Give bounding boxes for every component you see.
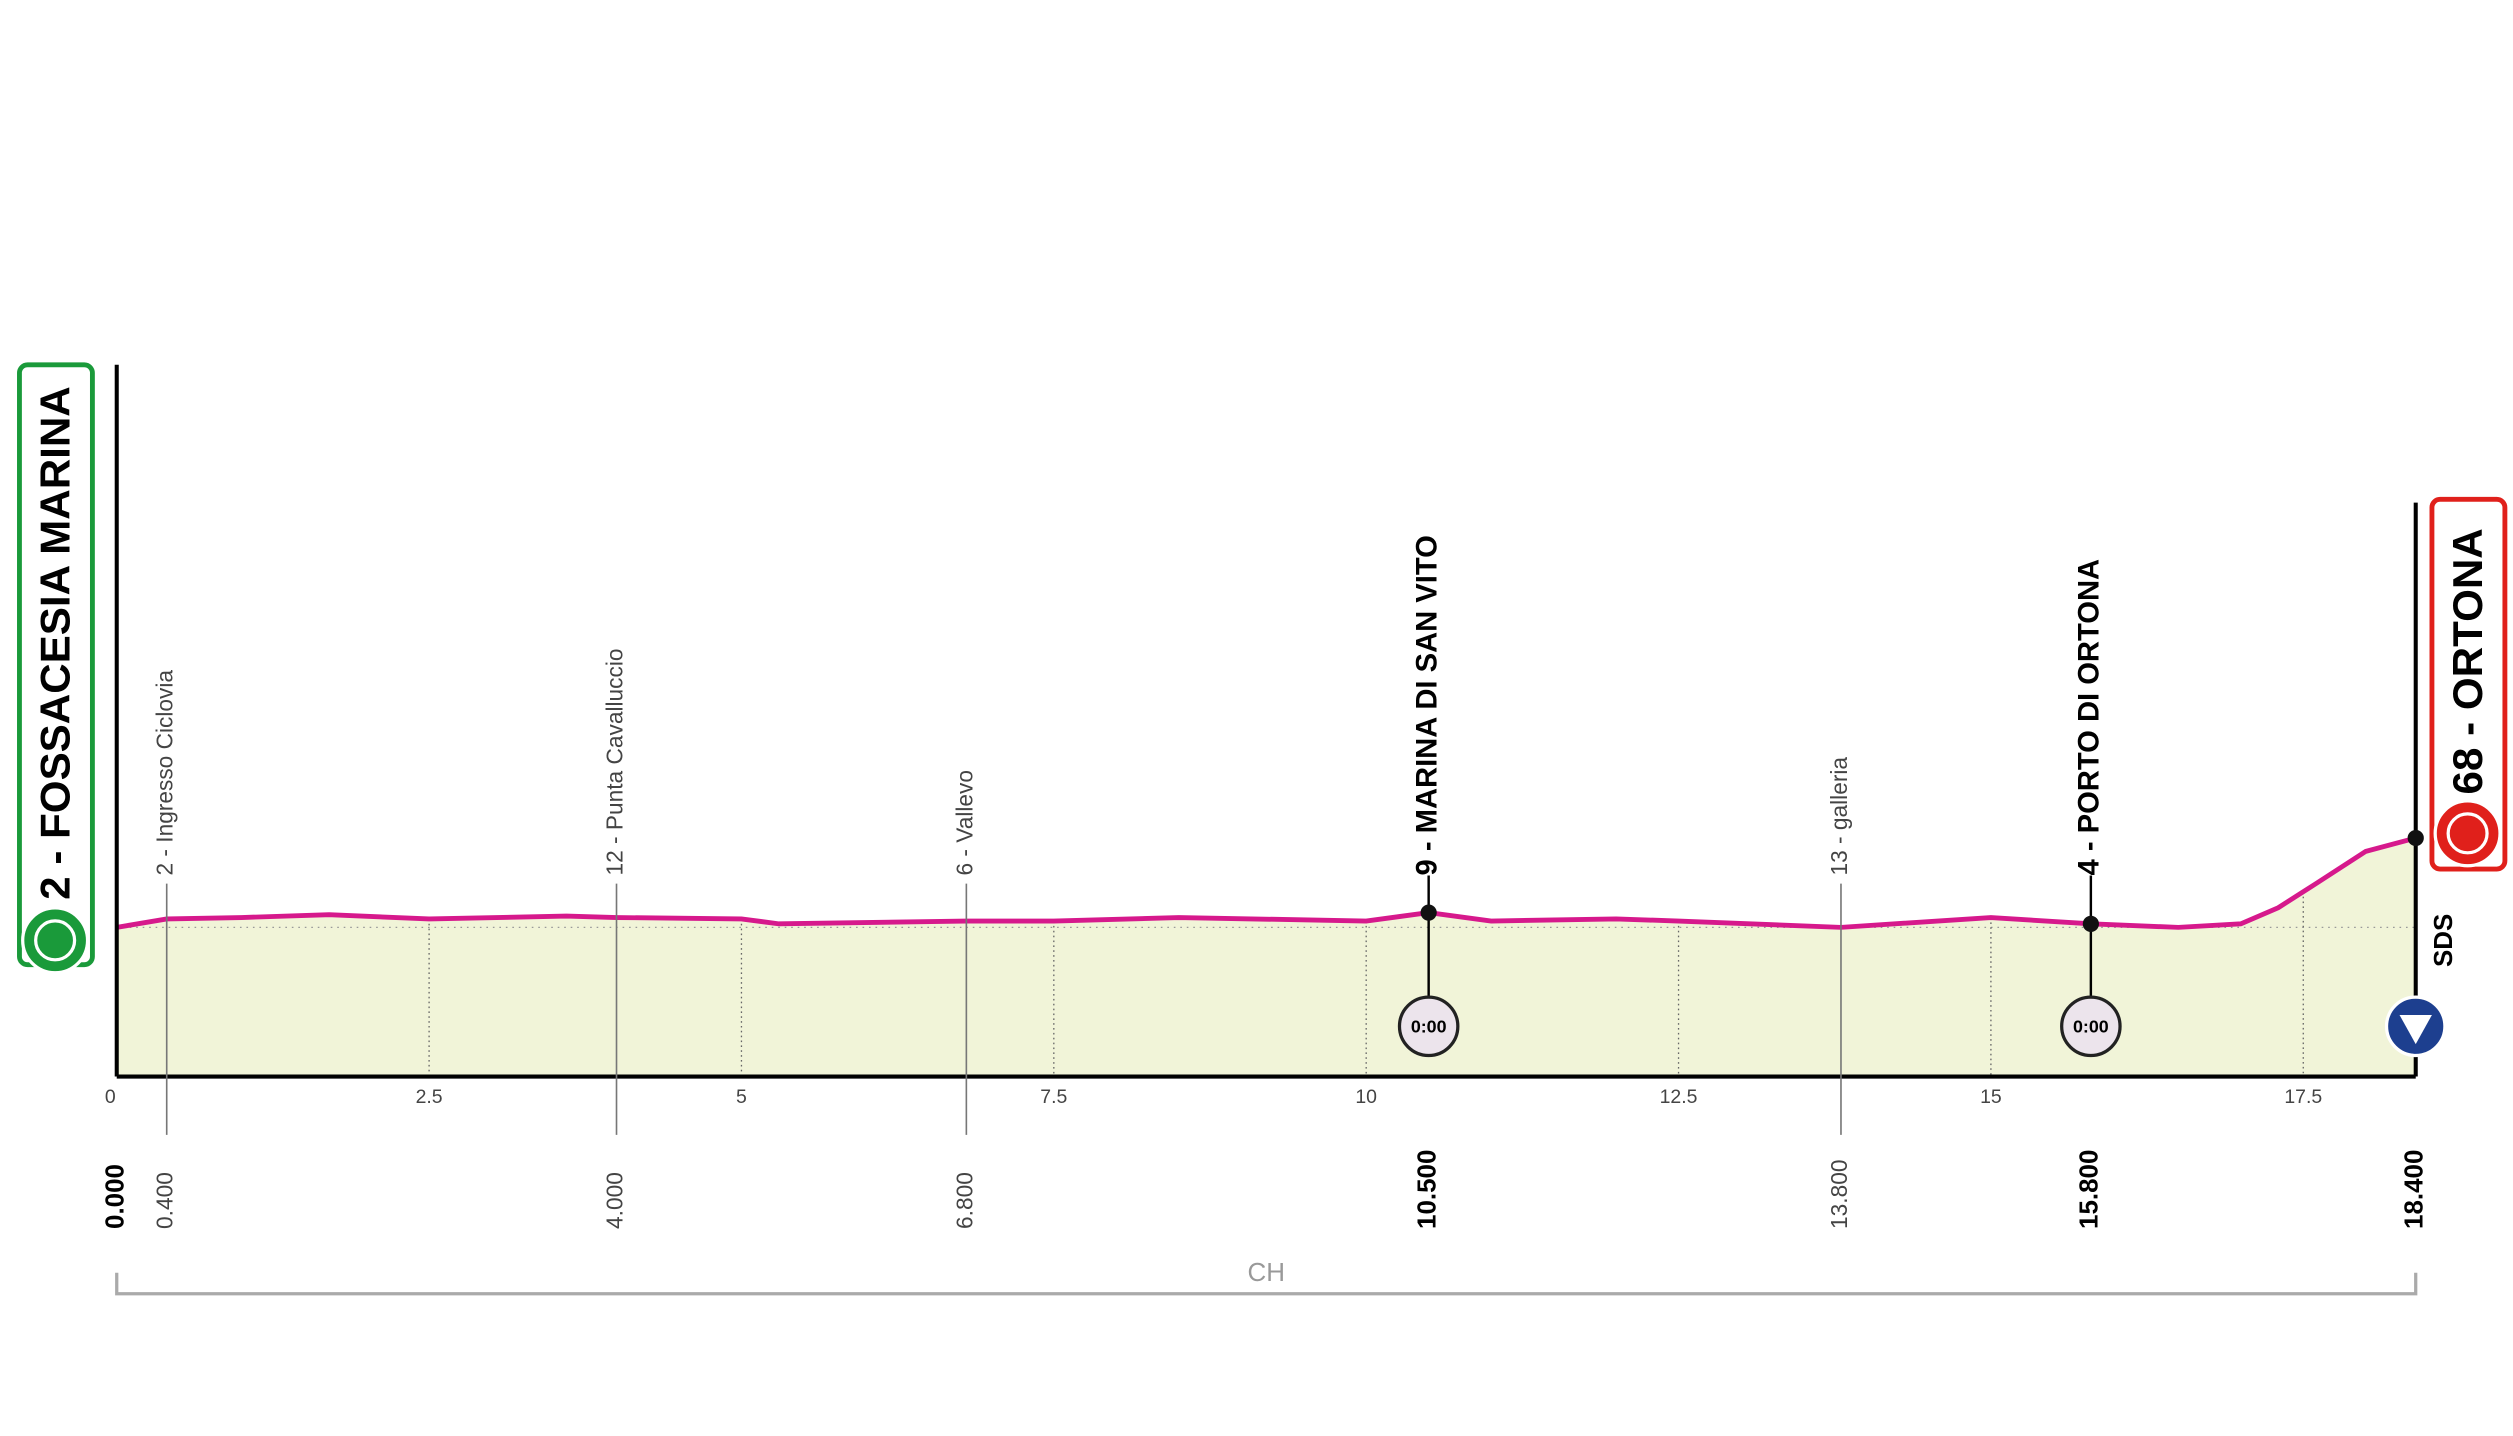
waypoint-name: 4 - PORTO DI ORTONA bbox=[2074, 559, 2106, 876]
x-tick-label: 2.5 bbox=[416, 1086, 443, 1108]
finish-icon-inner bbox=[2446, 812, 2489, 855]
waypoint-dot bbox=[2082, 915, 2099, 932]
province-bracket bbox=[115, 1272, 2418, 1296]
waypoint-name: 2 - Ingresso Ciclovia bbox=[152, 670, 178, 876]
x-tick-label: 0 bbox=[105, 1086, 116, 1108]
province-label: CH bbox=[1247, 1259, 1284, 1287]
km-label: 15.800 bbox=[2076, 1150, 2104, 1229]
x-tick-label: 15 bbox=[1980, 1086, 2002, 1108]
finish-icon bbox=[2433, 799, 2502, 868]
km-label: 4.000 bbox=[602, 1172, 628, 1229]
x-tick-label: 17.5 bbox=[2284, 1086, 2322, 1108]
profile-line bbox=[116, 835, 2417, 930]
waypoint-name: 13 - galleria bbox=[1826, 757, 1852, 876]
x-tick-label: 7.5 bbox=[1040, 1086, 1067, 1108]
km-label: 13.800 bbox=[1826, 1160, 1852, 1229]
brand: SDS bbox=[2430, 914, 2458, 967]
x-tick-label: 5 bbox=[736, 1086, 747, 1108]
start-name: 2 - FOSSACESIA MARINA bbox=[32, 386, 79, 900]
km-label: 0.400 bbox=[152, 1172, 178, 1229]
finish-dot bbox=[2407, 829, 2424, 847]
km-label: 6.800 bbox=[951, 1172, 977, 1229]
waypoint-name: 12 - Punta Cavalluccio bbox=[602, 649, 628, 876]
finish-box bbox=[2429, 496, 2508, 872]
waypoint-name: 6 - Vallevo bbox=[951, 770, 977, 876]
x-tick-label: 12.5 bbox=[1660, 1086, 1698, 1108]
timing-label: 0:00 bbox=[2073, 1017, 2109, 1037]
waypoint-name: 9 - MARINA DI SAN VITO bbox=[1411, 535, 1443, 875]
finish-name: 68 - ORTONA bbox=[2444, 528, 2491, 794]
timing-circle bbox=[2060, 995, 2122, 1058]
start-icon-inner bbox=[34, 919, 77, 962]
x-tick-label: 10 bbox=[1355, 1086, 1377, 1108]
start-icon bbox=[21, 906, 90, 975]
km-label: 10.500 bbox=[1414, 1150, 1442, 1229]
timing-label: 0:00 bbox=[1411, 1017, 1447, 1037]
km-label: 0.000 bbox=[102, 1164, 130, 1229]
waypoint-dot bbox=[1420, 904, 1437, 921]
timing-circle bbox=[1397, 995, 1460, 1058]
km-label: 18.400 bbox=[2401, 1150, 2429, 1229]
finish-marker-arrow bbox=[2399, 1014, 2432, 1045]
